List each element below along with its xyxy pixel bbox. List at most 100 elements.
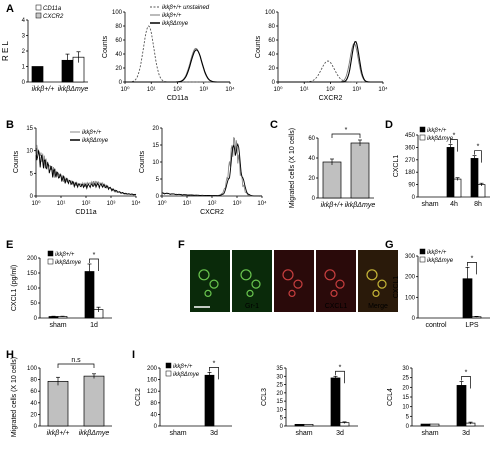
bar-I2-0-1 [303,423,314,427]
y-tick-label: 25 [402,376,409,382]
panel-label-G: G [385,239,394,251]
y-tick-label: 100 [27,286,38,292]
y-tick-label: 200 [405,275,416,281]
y-axis-label: CCL3 [261,388,268,406]
y-tick-label: 0 [412,195,416,201]
bar-I3-1-0 [456,385,467,427]
legend-label: ikkβ+/+ [162,13,182,19]
y-axis-label: Counts [13,150,20,173]
y-tick-label: 4 [22,18,26,24]
legend-label: ikkβΔmye [162,21,189,27]
x-tick-label: 10¹ [147,87,156,93]
panel-label-C: C [270,119,278,131]
cell-signal [377,279,387,289]
y-tick-label: 80 [268,24,275,30]
y-tick-label: 5 [156,177,160,183]
hist-unstained [278,60,383,83]
sig-bracket [450,139,458,152]
legend-swatch [419,256,426,263]
x-tick-label: 10⁰ [157,200,167,207]
cell-signal [251,279,261,289]
sig-mark: * [471,255,474,262]
y-axis-label: Migrated cells (X 10 cells) [11,357,18,437]
bar-C-0-0 [322,161,342,199]
y-tick-label: 150 [27,271,38,277]
plot-A2 [123,11,231,84]
plot-A1 [26,19,88,83]
cell-signal [198,269,210,281]
plot-B2 [160,127,263,198]
y-tick-label: 20 [308,176,315,182]
legend-label: ikkβΔmye [55,260,82,266]
panel-label-F: F [178,239,185,251]
bar-I1-1-0 [204,374,215,427]
x-tick-label: 1d [90,322,98,329]
x-tick-label: ikkβΔmye [58,86,89,93]
x-tick-label: sham [49,322,66,329]
y-tick-label: 270 [405,158,416,164]
x-tick-label: sham [421,201,438,208]
y-tick-label: 0 [312,196,316,202]
y-tick-label: 25 [276,383,283,389]
bar-I3-0-0 [420,423,431,427]
y-tick-label: 360 [405,145,416,151]
hist-wt [161,136,262,197]
y-axis-label: CCL2 [135,388,142,406]
x-tick-label: 4h [450,201,458,208]
y-tick-label: 0 [272,80,276,86]
y-tick-label: 15 [276,399,283,405]
x-tick-label: 10¹ [183,201,192,207]
y-tick-label: 120 [147,389,158,395]
y-axis-label: Counts [255,35,262,58]
cell-signal [324,269,336,281]
hist-wt [35,144,137,196]
x-tick-label: LPS [465,322,479,329]
label-cxcl1: CXCL1 [325,303,348,310]
legend-label: ikkβ+/+ [173,364,193,370]
y-tick-label: 0 [406,424,410,430]
y-tick-label: 160 [147,378,158,384]
cell-signal [288,289,296,297]
cell-signal [204,289,212,297]
cell-signal [282,269,294,281]
y-tick-label: 2 [22,49,26,55]
legend-swatch [47,250,54,257]
legend-swatch [419,248,426,255]
x-tick-label: 3d [210,430,218,437]
bar-I2-1-0 [330,377,341,427]
micrograph-tile-0 [190,250,230,312]
x-tick-label: 10³ [233,201,242,207]
x-tick-label: 10³ [199,87,208,93]
y-tick-label: 60 [268,38,275,44]
cell-signal [372,289,380,297]
micrograph-tile-2 [274,250,314,312]
x-tick-label: 10³ [352,87,361,93]
legend-swatch [165,362,172,369]
x-tick-label: 10² [326,87,335,93]
y-tick-label: 450 [405,133,416,139]
x-axis-label: CD11a [75,209,96,216]
legend-label: ikkβΔmye [173,372,200,378]
y-tick-label: 60 [30,389,37,395]
x-axis-label: CXCR2 [200,209,224,216]
micrograph-tile-4 [358,250,398,312]
sig-bracket [474,150,482,163]
panel-label-I: I [132,349,135,361]
y-tick-label: 80 [30,378,37,384]
bar-A1-0-0 [31,66,44,83]
legend-label: ikkβ+/+ [55,252,75,258]
bar-D-1-1 [453,178,462,198]
legend-swatch [165,370,172,377]
y-tick-label: 180 [405,170,416,176]
micrograph-tile-1 [232,250,272,312]
legend-label: CD11a [43,6,62,12]
x-tick-label: 10² [208,201,217,207]
sig-bracket [89,258,99,271]
label-merge: Merge [368,303,388,310]
y-tick-label: 20 [268,66,275,72]
y-tick-label: 0 [412,316,416,322]
x-tick-label: sham [169,430,186,437]
sig-mark: * [453,133,456,140]
hist-ko [35,147,137,196]
